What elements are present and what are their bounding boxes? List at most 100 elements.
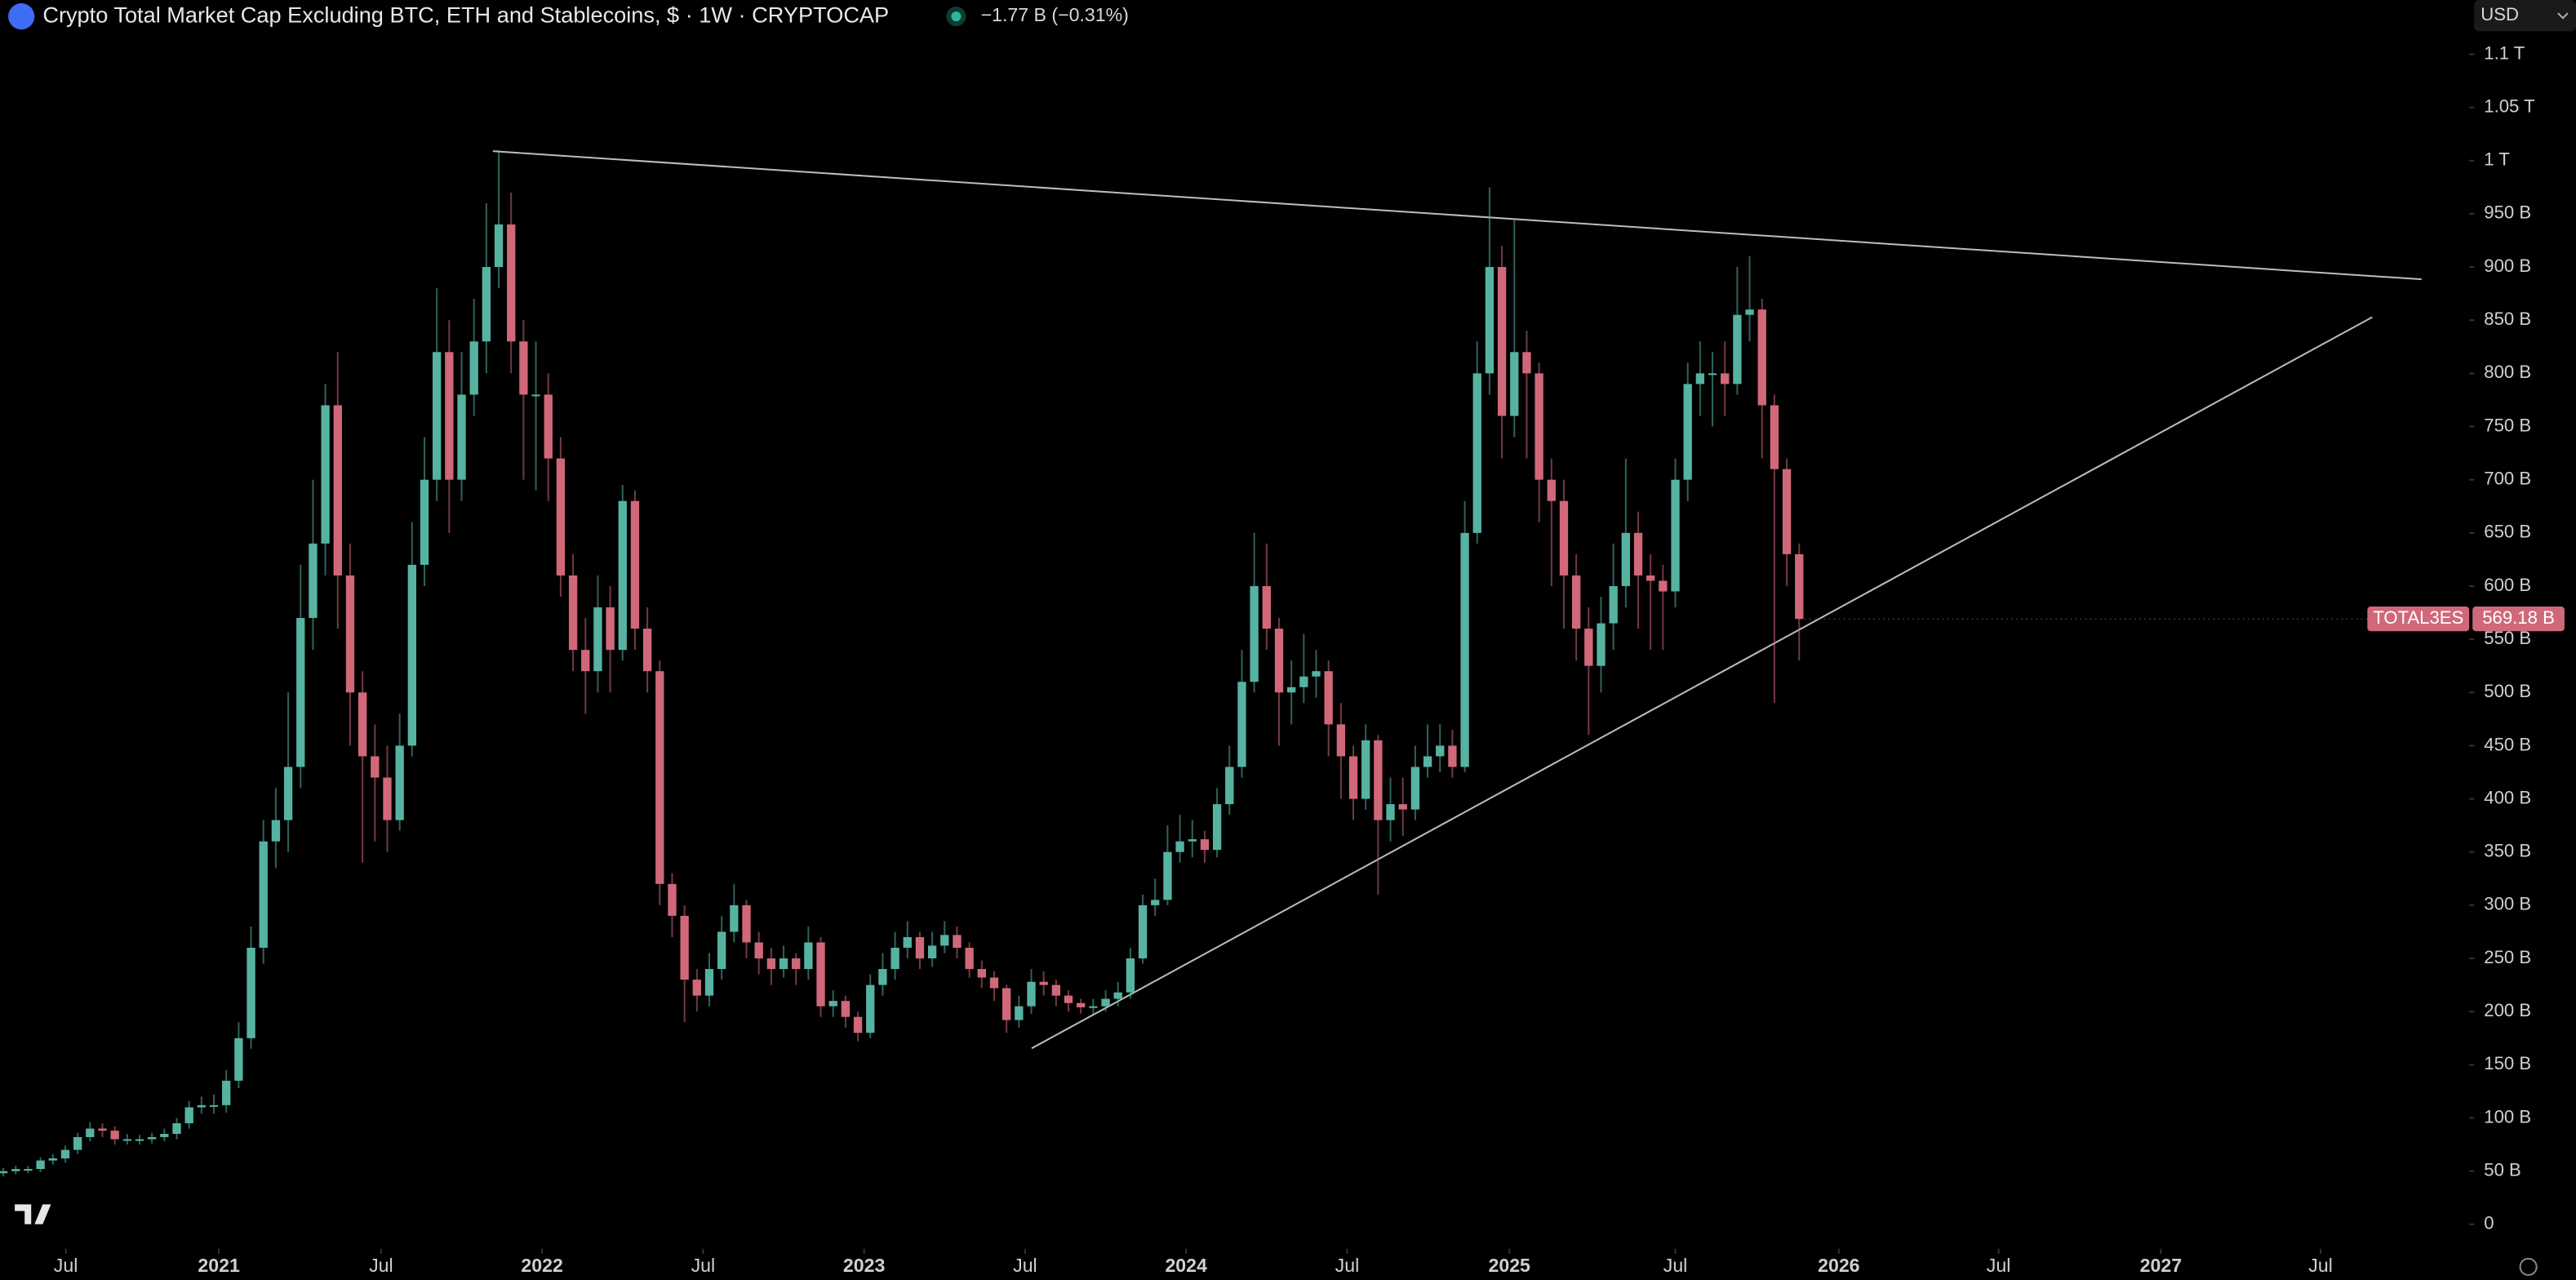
candle-body [433,352,442,480]
candle-body [1274,629,1284,693]
candle-body [1101,998,1110,1007]
candle-body [816,942,825,1007]
x-tick-label: 2024 [1165,1255,1207,1276]
candle-body [246,947,255,1038]
candle-body [544,394,553,459]
x-tick-label: 2026 [1818,1255,1860,1276]
y-tick-label: 500 B [2484,681,2531,701]
candle-body [494,224,504,268]
candle-body [507,224,516,342]
y-tick-label: 650 B [2484,522,2531,542]
candle-body [717,931,726,970]
candle-body [1671,479,1680,592]
candle-body [828,1001,837,1007]
x-tick-label: 2023 [843,1255,886,1276]
currency-label[interactable]: USD [2481,4,2519,24]
candle-body [1423,756,1432,767]
candle-body [1695,373,1705,384]
x-tick-label: Jul [1335,1255,1360,1276]
y-tick-label: 400 B [2484,787,2531,807]
candle-body [1113,992,1122,999]
candle-body [606,607,615,651]
candle-body [1448,745,1457,767]
y-tick-label: 300 B [2484,894,2531,914]
settings-icon[interactable] [2519,1257,2538,1276]
candle-body [122,1139,131,1141]
chart-title: Crypto Total Market Cap Excluding BTC, E… [42,2,889,27]
series-name-badge [2367,607,2470,632]
candle-body [1597,623,1606,666]
y-tick-label: 350 B [2484,841,2531,861]
series-name: TOTAL3ES [2373,607,2463,628]
candle-body [1659,580,1668,592]
candle-body [668,883,677,916]
candle-body [927,945,937,959]
candle-body [60,1149,70,1158]
candle-body [209,1104,219,1107]
candle-body [841,1001,851,1017]
candle-body [48,1158,57,1161]
trendline-lower [1031,316,2373,1050]
candle-body [1212,804,1222,851]
candle-body [1237,682,1246,767]
candle-body [618,500,627,651]
candle-body [1485,267,1495,374]
candle-body [36,1160,45,1170]
x-tick-label: 2027 [2140,1255,2182,1276]
candle-body [1200,839,1210,851]
candle-body [519,341,528,395]
candle-body [11,1169,20,1171]
x-tick-label: Jul [691,1255,716,1276]
axes: 0 50 B 100 B 150 B 200 B 250 B 300 B 350 B 400 B… [54,42,2565,1276]
candle-body [345,575,355,693]
candle-body [1151,900,1160,905]
currency-button[interactable] [2474,0,2576,32]
candle-body [915,936,925,959]
candle-body [1708,373,1717,376]
candle-body [1436,745,1445,757]
candle-body [1721,373,1730,384]
y-tick-label: 250 B [2484,947,2531,967]
candle-body [1745,309,1754,315]
candle-body [1126,958,1135,993]
candle-body [110,1131,119,1140]
candle-body [1547,479,1556,501]
candle-body [234,1038,243,1081]
trendline-upper [492,150,2422,281]
candle-body [1646,575,1655,581]
candle-body [779,958,788,970]
candle-body [853,1016,863,1033]
y-tick-label: 150 B [2484,1053,2531,1073]
candle-body [593,607,602,672]
candle-body [1398,804,1407,810]
candle-body [977,969,986,978]
candle-body [1609,585,1618,624]
y-tick-label: 750 B [2484,415,2531,435]
candle-body [259,841,268,948]
candle-body [742,904,751,943]
change-label: −1.77 B (−0.31%) [981,4,1129,25]
x-tick-label: Jul [369,1255,393,1276]
candle-body [1510,352,1519,416]
candle-body [1460,532,1469,767]
candle-body [804,942,813,970]
candle-body [457,394,466,480]
candle-body [1757,309,1766,406]
y-tick-label: 600 B [2484,575,2531,595]
candle-body [1163,851,1172,900]
candle-body [1410,767,1420,810]
y-tick-label: 1 T [2484,149,2510,170]
candle-body [1559,500,1569,576]
candle-body [1175,841,1184,852]
dropdown-caret[interactable] [2557,12,2569,20]
candle-body [642,629,652,672]
candle-body [1534,373,1543,480]
candle-body [630,500,640,629]
candle-body [953,935,962,948]
candle-body [1064,995,1073,1003]
candle-body [469,341,478,395]
candle-body [730,904,739,932]
candle-body [1262,585,1271,629]
